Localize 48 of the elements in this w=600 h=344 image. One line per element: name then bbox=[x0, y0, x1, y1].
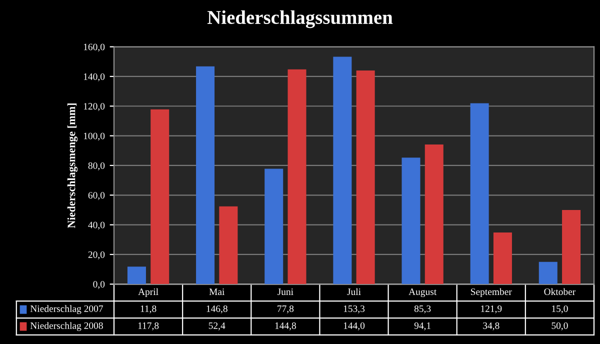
y-tick-label: 40,0 bbox=[88, 222, 105, 230]
y-tick-label: 60,0 bbox=[88, 192, 105, 200]
bar bbox=[196, 66, 215, 284]
x-tick-label: April bbox=[138, 288, 158, 298]
data-label: 117,8 bbox=[138, 322, 159, 330]
data-label: 77,8 bbox=[278, 305, 294, 314]
legend-label: Niederschlag 2007 bbox=[30, 305, 104, 314]
bar bbox=[470, 103, 489, 284]
x-tick-label: Juni bbox=[278, 288, 294, 296]
data-label: 34,8 bbox=[483, 322, 500, 330]
x-tick-label: Mai bbox=[209, 288, 224, 296]
x-tick-label: Oktober bbox=[544, 288, 576, 296]
chart-title: Niederschlagssummen bbox=[207, 10, 393, 28]
data-label: 121,9 bbox=[481, 305, 502, 314]
data-label: 144,0 bbox=[344, 322, 365, 330]
data-label: 11,8 bbox=[140, 305, 156, 314]
data-label: 94,1 bbox=[414, 322, 430, 330]
data-label: 50,0 bbox=[552, 322, 568, 330]
bar bbox=[493, 232, 512, 284]
y-axis-title: Niederschlagsmenge [mm] bbox=[67, 103, 78, 228]
bar bbox=[333, 56, 352, 284]
bar bbox=[424, 144, 444, 284]
bar bbox=[402, 158, 420, 284]
data-label: 15,0 bbox=[552, 305, 568, 314]
bar bbox=[288, 69, 306, 284]
x-tick-label: September bbox=[471, 288, 512, 298]
bar bbox=[219, 206, 238, 284]
bar bbox=[356, 70, 375, 284]
x-tick-label: August bbox=[408, 288, 437, 298]
x-tick-label: Juli bbox=[347, 288, 361, 296]
data-label: 153,3 bbox=[344, 305, 365, 314]
y-tick-label: 120,0 bbox=[84, 103, 105, 111]
data-label: 146,8 bbox=[206, 305, 228, 314]
bar bbox=[127, 266, 146, 284]
data-label: 144,8 bbox=[275, 322, 296, 330]
bar bbox=[264, 168, 284, 284]
y-tick-label: 80,0 bbox=[88, 162, 105, 170]
y-tick-label: 20,0 bbox=[88, 251, 105, 260]
y-tick-label: 140,0 bbox=[84, 73, 105, 82]
data-label: 85,3 bbox=[414, 305, 431, 314]
y-tick-label: 0,0 bbox=[93, 281, 105, 290]
y-tick-label: 160,0 bbox=[84, 44, 105, 52]
bar bbox=[562, 210, 581, 284]
bar bbox=[150, 109, 170, 284]
data-label: 52,4 bbox=[208, 322, 226, 330]
bar bbox=[538, 262, 558, 284]
legend-label: Niederschlag 2008 bbox=[30, 322, 103, 331]
y-tick-label: 100,0 bbox=[84, 132, 105, 141]
